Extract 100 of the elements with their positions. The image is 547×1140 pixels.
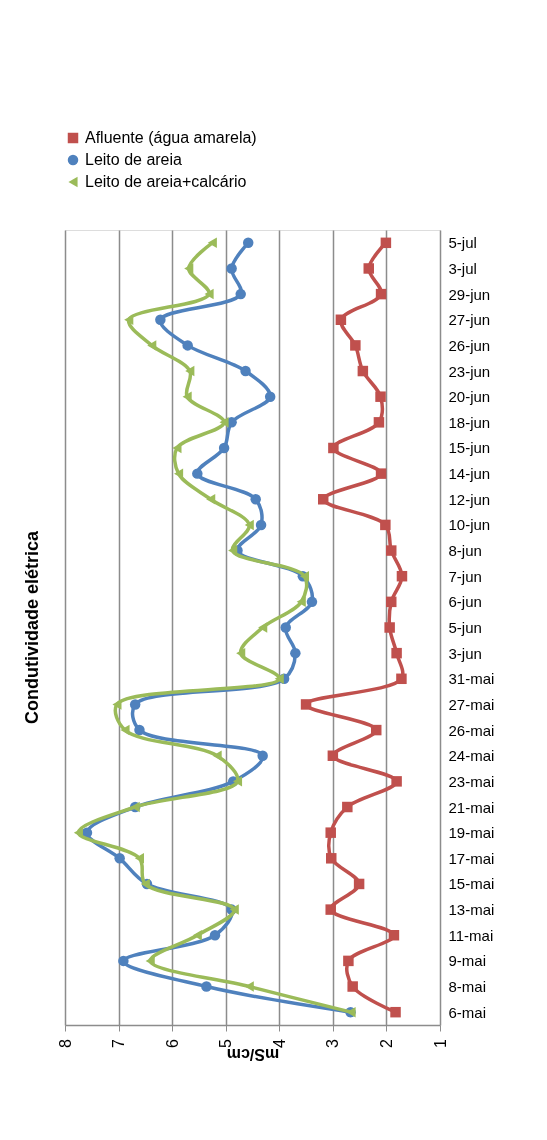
point — [396, 673, 407, 685]
y-tick-label: 8-mai — [448, 978, 487, 996]
point — [242, 237, 254, 249]
point — [274, 673, 284, 685]
point — [218, 442, 230, 454]
text: Condutividade elétrica — [22, 529, 42, 725]
legend-label: Leito de areia+calcário — [85, 173, 247, 190]
point — [155, 314, 166, 325]
y-tick-label: 15-mai — [448, 875, 495, 893]
point — [207, 237, 217, 249]
point — [343, 955, 354, 967]
y-tick-label: 23-mai — [448, 772, 495, 790]
point — [147, 340, 157, 351]
y-tick-label: 6-jun — [448, 593, 482, 611]
point — [391, 647, 402, 659]
point — [114, 853, 125, 864]
point — [192, 930, 202, 941]
point — [375, 288, 387, 300]
y-tick-label: 7-jun — [448, 567, 482, 585]
point — [257, 750, 268, 761]
point — [386, 545, 397, 556]
point — [384, 622, 395, 633]
point — [255, 519, 267, 531]
y-tick-label: 8-jun — [448, 542, 482, 560]
point — [184, 263, 194, 274]
point — [280, 622, 291, 633]
point — [390, 1006, 401, 1018]
y-tick-label: 21-mai — [448, 798, 495, 816]
point — [380, 519, 391, 531]
point — [300, 699, 312, 710]
point — [174, 468, 184, 479]
y-tick-label: 23-jun — [448, 362, 491, 380]
point — [232, 776, 243, 787]
y-tick-label: 10-jun — [448, 516, 491, 534]
point — [250, 494, 261, 505]
y-tick-label: 26-jun — [448, 336, 491, 354]
point — [192, 468, 203, 479]
point — [391, 776, 402, 787]
y-tick-label: 31-mai — [448, 670, 495, 688]
y-tick-label: 17-mai — [448, 849, 495, 867]
point — [120, 724, 130, 736]
point — [375, 391, 386, 402]
x-tick-label: 7 — [110, 1038, 128, 1048]
point — [375, 468, 387, 479]
point — [240, 365, 251, 377]
y-tick-label: 27-mai — [448, 695, 495, 713]
point — [386, 596, 397, 608]
point — [347, 981, 358, 992]
point — [244, 519, 254, 531]
y-tick-label: 24-mai — [448, 747, 495, 765]
y-tick-label: 5-jun — [448, 619, 482, 636]
point — [206, 494, 216, 505]
point — [185, 365, 195, 377]
legend-label: Afluente (água amarela) — [85, 129, 257, 146]
point — [258, 622, 268, 633]
y-tick-label: 3-jul — [448, 259, 477, 277]
y-tick-label: 19-mai — [448, 824, 495, 842]
point — [380, 237, 392, 249]
point — [317, 494, 329, 505]
x-tick-label: 3 — [324, 1038, 342, 1048]
point — [353, 878, 365, 890]
y-tick-label: 9-mai — [448, 952, 487, 970]
x-tick-label: 2 — [377, 1038, 395, 1048]
point — [182, 340, 193, 351]
point — [212, 750, 222, 761]
point — [201, 981, 212, 992]
point — [325, 827, 336, 838]
y-tick-label: 26-mai — [448, 721, 495, 739]
point — [118, 955, 129, 967]
y-tick-label: 20-jun — [448, 388, 491, 406]
point — [335, 314, 347, 325]
y-tick-label: 6-mai — [448, 1003, 487, 1021]
y-tick-label: 27-jun — [448, 311, 491, 329]
x-tick-label: 5 — [217, 1038, 235, 1048]
point — [396, 570, 408, 582]
point — [363, 263, 374, 274]
y-tick-label: 18-jun — [448, 413, 491, 431]
legend-label: Leito de areia — [85, 151, 183, 168]
point — [235, 288, 246, 300]
x-tick-label: 1 — [431, 1038, 449, 1048]
point — [373, 417, 385, 428]
point — [325, 904, 336, 915]
point — [134, 853, 145, 864]
point — [209, 930, 221, 941]
point — [328, 442, 339, 454]
point — [129, 699, 141, 710]
y-tick-label: 3-jun — [448, 644, 482, 662]
x-tick-label: 8 — [56, 1038, 74, 1048]
point — [306, 596, 318, 608]
point — [226, 263, 237, 274]
point — [296, 596, 306, 608]
point — [371, 724, 382, 736]
point — [357, 365, 369, 377]
point — [350, 340, 361, 351]
y-tick-label: 14-jun — [448, 465, 491, 483]
point — [327, 750, 339, 761]
x-tick-label: 4 — [270, 1038, 288, 1048]
point — [290, 647, 301, 659]
y-tick-label: 12-jun — [448, 490, 491, 508]
point — [204, 288, 214, 300]
